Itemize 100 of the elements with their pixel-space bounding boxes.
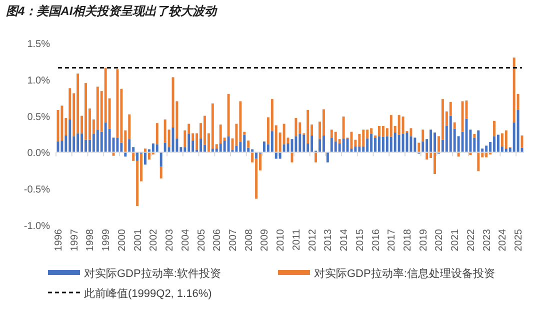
xtick: 1999 xyxy=(101,229,112,252)
xtick: 1996 xyxy=(53,229,64,252)
bar xyxy=(274,152,278,159)
bar xyxy=(434,152,436,174)
bar xyxy=(516,110,520,152)
bar xyxy=(227,136,230,152)
bar xyxy=(350,132,353,149)
bar xyxy=(116,138,119,152)
xtick: 2003 xyxy=(164,229,176,252)
bar xyxy=(310,135,314,152)
title: 图4：美国AI相关投资呈现出了较大波动 xyxy=(6,4,217,18)
xtick: 2014 xyxy=(339,229,350,252)
bar xyxy=(496,134,500,152)
bar xyxy=(68,119,72,152)
xtick: 2012 xyxy=(307,229,318,252)
bar xyxy=(362,130,365,146)
bar xyxy=(132,152,135,161)
ytick: 1.5% xyxy=(27,39,50,50)
xtick: 2006 xyxy=(212,229,224,252)
xtick: 2002 xyxy=(148,229,160,252)
bar xyxy=(164,142,166,152)
bar xyxy=(278,152,282,159)
bar xyxy=(235,146,238,152)
xtick: 2024 xyxy=(498,229,509,252)
bar xyxy=(322,109,325,136)
bar xyxy=(270,131,274,152)
xtick: 2000 xyxy=(116,229,128,252)
bar xyxy=(378,126,380,136)
bar xyxy=(426,152,428,160)
bar xyxy=(422,141,424,152)
bar xyxy=(294,118,298,136)
xtick: 2011 xyxy=(291,229,302,251)
bar xyxy=(322,135,325,152)
xtick: 2015 xyxy=(354,229,366,252)
xtick: 2020 xyxy=(434,229,446,252)
bar xyxy=(374,138,376,152)
bar xyxy=(128,139,131,152)
xtick: 2021 xyxy=(450,229,462,252)
bar xyxy=(294,136,298,152)
bar xyxy=(504,130,508,149)
bar xyxy=(366,138,369,152)
bar xyxy=(477,152,480,172)
legend-label: 对实际GDP拉动率:信息处理设备投资 xyxy=(314,267,495,280)
bar xyxy=(239,101,242,142)
bar xyxy=(76,133,80,152)
bar xyxy=(136,152,139,161)
bar xyxy=(255,152,258,159)
bar xyxy=(152,143,154,152)
bar xyxy=(453,122,456,129)
bar xyxy=(243,134,246,152)
bar xyxy=(342,138,345,152)
bar xyxy=(302,134,306,152)
bar xyxy=(457,152,460,157)
bar xyxy=(473,134,476,138)
bar xyxy=(219,143,222,152)
bar xyxy=(434,132,436,152)
bar xyxy=(449,116,452,152)
bar xyxy=(84,83,87,140)
bar xyxy=(477,130,480,152)
xtick: 2022 xyxy=(466,229,477,252)
bar xyxy=(461,101,464,132)
xtick: 2001 xyxy=(132,229,144,252)
ytick: -1.0% xyxy=(24,221,50,232)
bar xyxy=(370,134,373,152)
xtick: 2019 xyxy=(418,229,430,252)
xtick: 2009 xyxy=(260,229,271,252)
bar xyxy=(382,126,384,137)
bar xyxy=(211,103,214,149)
bar xyxy=(402,116,404,134)
bar xyxy=(485,152,488,158)
xtick: 2017 xyxy=(386,229,398,252)
bar xyxy=(386,136,388,152)
bar xyxy=(262,142,266,152)
bar xyxy=(227,94,230,136)
bar xyxy=(414,138,416,152)
bar xyxy=(382,136,384,152)
bar xyxy=(390,136,392,152)
bar xyxy=(493,120,496,136)
legend-label: 对实际GDP拉动率:软件投资 xyxy=(84,267,221,280)
xtick: 2018 xyxy=(402,229,414,252)
bar xyxy=(330,138,333,152)
bar xyxy=(306,110,310,144)
xtick: 2004 xyxy=(180,229,192,252)
bar xyxy=(422,130,424,142)
bar xyxy=(410,136,412,152)
bar xyxy=(156,123,158,144)
bar xyxy=(247,140,250,148)
xtick: 2008 xyxy=(244,229,255,252)
bar xyxy=(144,152,146,165)
ytick: 0.0% xyxy=(27,148,50,160)
bar xyxy=(334,141,337,152)
bar xyxy=(314,152,318,162)
xtick: 1997 xyxy=(69,229,80,252)
bar xyxy=(298,134,302,152)
ytick: -0.5% xyxy=(24,184,50,196)
bar xyxy=(394,132,396,152)
bar xyxy=(430,130,432,152)
xtick: 1998 xyxy=(85,229,96,252)
bar xyxy=(418,142,420,152)
bar xyxy=(160,152,162,167)
